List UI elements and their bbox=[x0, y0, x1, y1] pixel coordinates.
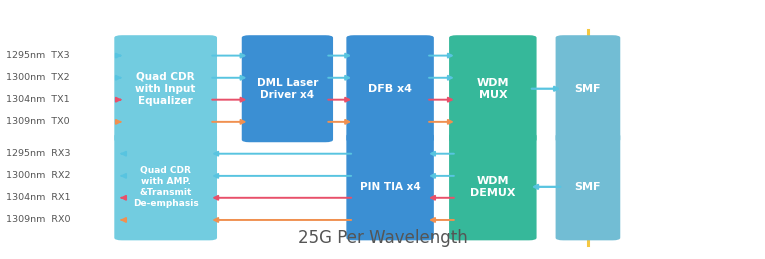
Text: SMF: SMF bbox=[575, 84, 601, 94]
FancyBboxPatch shape bbox=[347, 133, 434, 240]
Text: 1309nm  TX0: 1309nm TX0 bbox=[6, 117, 70, 126]
Text: 1304nm  RX1: 1304nm RX1 bbox=[6, 193, 70, 202]
Text: Quad CDR
with Input
Equalizer: Quad CDR with Input Equalizer bbox=[135, 71, 196, 106]
FancyBboxPatch shape bbox=[555, 35, 620, 142]
Text: Quad CDR
with AMP.
&Transmit
De-emphasis: Quad CDR with AMP. &Transmit De-emphasis bbox=[133, 166, 199, 208]
FancyBboxPatch shape bbox=[449, 35, 536, 142]
Text: 1304nm  TX1: 1304nm TX1 bbox=[6, 95, 70, 104]
Text: WDM
DEMUX: WDM DEMUX bbox=[470, 176, 516, 198]
Text: DFB x4: DFB x4 bbox=[368, 84, 412, 94]
Text: WDM
MUX: WDM MUX bbox=[477, 77, 509, 100]
Text: 1309nm  RX0: 1309nm RX0 bbox=[6, 215, 70, 225]
Text: SMF: SMF bbox=[575, 182, 601, 192]
Text: DML Laser
Driver x4: DML Laser Driver x4 bbox=[257, 77, 318, 100]
FancyBboxPatch shape bbox=[114, 35, 217, 142]
FancyBboxPatch shape bbox=[242, 35, 333, 142]
FancyBboxPatch shape bbox=[347, 35, 434, 142]
Text: 1295nm  RX3: 1295nm RX3 bbox=[6, 149, 70, 158]
FancyBboxPatch shape bbox=[449, 133, 536, 240]
Text: 1300nm  TX2: 1300nm TX2 bbox=[6, 73, 70, 82]
Text: 25G Per Wavelength: 25G Per Wavelength bbox=[298, 229, 467, 247]
FancyBboxPatch shape bbox=[114, 133, 217, 240]
FancyBboxPatch shape bbox=[555, 133, 620, 240]
Text: PIN TIA x4: PIN TIA x4 bbox=[360, 182, 421, 192]
Text: 1300nm  RX2: 1300nm RX2 bbox=[6, 171, 70, 180]
Text: 1295nm  TX3: 1295nm TX3 bbox=[6, 51, 70, 60]
